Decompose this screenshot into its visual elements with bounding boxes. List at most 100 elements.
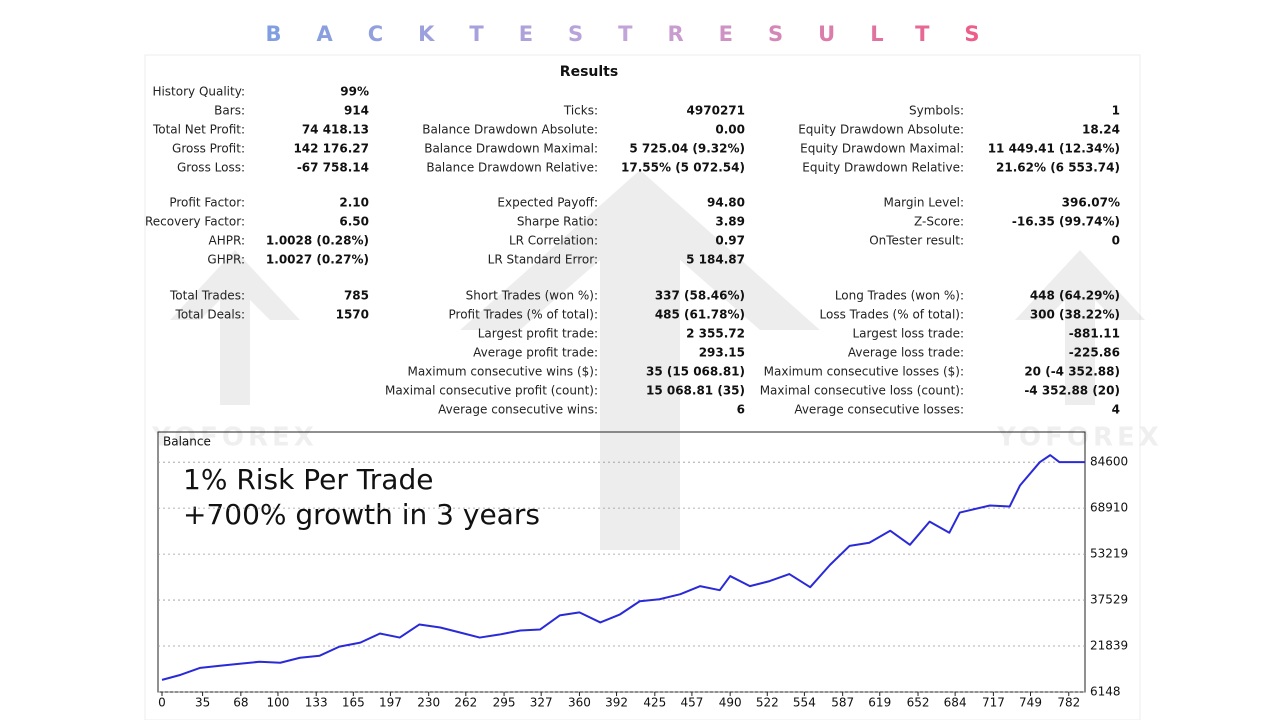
- stat-label: Equity Drawdown Maximal:: [800, 142, 964, 156]
- y-tick-label: 6148: [1090, 685, 1121, 699]
- report-panel: [144, 54, 1141, 721]
- y-tick-label: 68910: [1090, 501, 1128, 515]
- stat-label: Equity Drawdown Absolute:: [798, 123, 964, 137]
- stat-label: GHPR:: [207, 253, 245, 267]
- stat-label: Maximum consecutive losses ($):: [764, 365, 964, 379]
- x-tick-label: 522: [756, 696, 779, 710]
- stat-value: 0: [1112, 234, 1120, 248]
- stat-value: 3.89: [715, 215, 745, 229]
- stat-value: 6.50: [339, 215, 369, 229]
- x-tick-label: 425: [643, 696, 666, 710]
- page-title: BACKTESTRESULTS: [265, 22, 1014, 46]
- stat-label: Total Net Profit:: [152, 123, 245, 137]
- stat-value: -67 758.14: [297, 161, 369, 175]
- x-tick-label: 652: [907, 696, 930, 710]
- report-heading: Results: [560, 64, 618, 80]
- stat-value: 2.10: [339, 196, 369, 210]
- x-tick-label: 457: [680, 696, 703, 710]
- stat-value: 94.80: [707, 196, 745, 210]
- stat-label: Maximal consecutive loss (count):: [760, 384, 964, 398]
- stat-value: 1.0028 (0.28%): [266, 234, 369, 248]
- stat-label: AHPR:: [209, 234, 245, 248]
- x-tick-label: 230: [417, 696, 440, 710]
- x-tick-label: 360: [568, 696, 591, 710]
- stat-value: 1570: [336, 308, 369, 322]
- chart: 6148 21839 37529 53219 68910 84600 0 35 68 100 133…: [158, 454, 1128, 710]
- x-tick-label: 782: [1057, 696, 1080, 710]
- x-tick-label: 262: [454, 696, 477, 710]
- stat-value: 293.15: [699, 346, 745, 360]
- watermark-text: YOFOREX: [151, 423, 318, 453]
- x-tick-label: 587: [831, 696, 854, 710]
- stat-label: History Quality:: [152, 85, 245, 99]
- stat-label: Loss Trades (% of total):: [820, 308, 965, 322]
- stat-label: Total Deals:: [175, 308, 245, 322]
- stat-value: -4 352.88 (20): [1024, 384, 1120, 398]
- stat-label: Equity Drawdown Relative:: [802, 161, 964, 175]
- stat-label: Maximal consecutive profit (count):: [385, 384, 598, 398]
- stat-label: Average consecutive losses:: [794, 403, 964, 417]
- stat-value: 785: [344, 289, 369, 303]
- stat-label: Largest loss trade:: [852, 327, 964, 341]
- stat-value: 300 (38.22%): [1030, 308, 1120, 322]
- y-tick-label: 84600: [1090, 455, 1128, 469]
- x-tick-label: 749: [1019, 696, 1042, 710]
- stat-value: 448 (64.29%): [1030, 289, 1120, 303]
- stat-label: OnTester result:: [869, 234, 964, 248]
- stat-label: Gross Loss:: [177, 161, 245, 175]
- stat-label: Average profit trade:: [473, 346, 598, 360]
- stat-label: Balance Drawdown Absolute:: [422, 123, 598, 137]
- chart-title: Balance: [163, 435, 211, 449]
- stat-label: LR Standard Error:: [488, 253, 598, 267]
- stat-value: 2 355.72: [686, 327, 745, 341]
- y-tick-label: 21839: [1090, 639, 1128, 653]
- stat-label: Sharpe Ratio:: [517, 215, 598, 229]
- stat-label: Long Trades (won %):: [835, 289, 964, 303]
- stat-value: 21.62% (6 553.74): [996, 161, 1120, 175]
- x-tick-label: 68: [233, 696, 248, 710]
- stat-label: Average consecutive wins:: [438, 403, 598, 417]
- stat-value: 0.00: [715, 123, 745, 137]
- x-tick-label: 133: [305, 696, 328, 710]
- stat-label: Balance Drawdown Maximal:: [424, 142, 598, 156]
- stat-value: 4970271: [687, 104, 745, 118]
- stat-label: Expected Payoff:: [497, 196, 598, 210]
- x-tick-label: 717: [982, 696, 1005, 710]
- x-tick-label: 100: [267, 696, 290, 710]
- stat-label: Z-Score:: [914, 215, 964, 229]
- stat-value: -16.35 (99.74%): [1012, 215, 1120, 229]
- x-tick-label: 35: [195, 696, 210, 710]
- stat-value: 914: [344, 104, 369, 118]
- stat-label: Profit Factor:: [169, 196, 245, 210]
- watermark-text: YOFOREX: [996, 423, 1163, 453]
- chart-frame: [157, 431, 1086, 693]
- stat-value: 20 (-4 352.88): [1024, 365, 1120, 379]
- stat-label: Profit Trades (% of total):: [449, 308, 598, 322]
- stat-value: 74 418.13: [302, 123, 369, 137]
- balance-line: [161, 454, 1085, 681]
- stat-label: Bars:: [214, 104, 245, 118]
- x-tick-label: 327: [530, 696, 553, 710]
- stat-label: Short Trades (won %):: [466, 289, 598, 303]
- stat-value: 35 (15 068.81): [646, 365, 745, 379]
- x-tick-label: 392: [605, 696, 628, 710]
- stat-value: 99%: [340, 85, 369, 99]
- stat-label: LR Correlation:: [509, 234, 598, 248]
- x-tick-label: 490: [719, 696, 742, 710]
- stat-value: 6: [737, 403, 745, 417]
- stat-value: -881.11: [1069, 327, 1120, 341]
- x-tick-label: 554: [793, 696, 816, 710]
- stat-value: 142 176.27: [293, 142, 369, 156]
- stat-value: -225.86: [1069, 346, 1120, 360]
- stat-label: Margin Level:: [883, 196, 964, 210]
- stat-value: 4: [1112, 403, 1120, 417]
- stat-value: 337 (58.46%): [655, 289, 745, 303]
- annotation: +700% growth in 3 years: [183, 498, 540, 531]
- y-tick-label: 53219: [1090, 547, 1128, 561]
- watermark-logos: [170, 170, 1145, 550]
- x-tick-label: 197: [379, 696, 402, 710]
- stat-label: Average loss trade:: [848, 346, 964, 360]
- stat-value: 5 725.04 (9.32%): [629, 142, 745, 156]
